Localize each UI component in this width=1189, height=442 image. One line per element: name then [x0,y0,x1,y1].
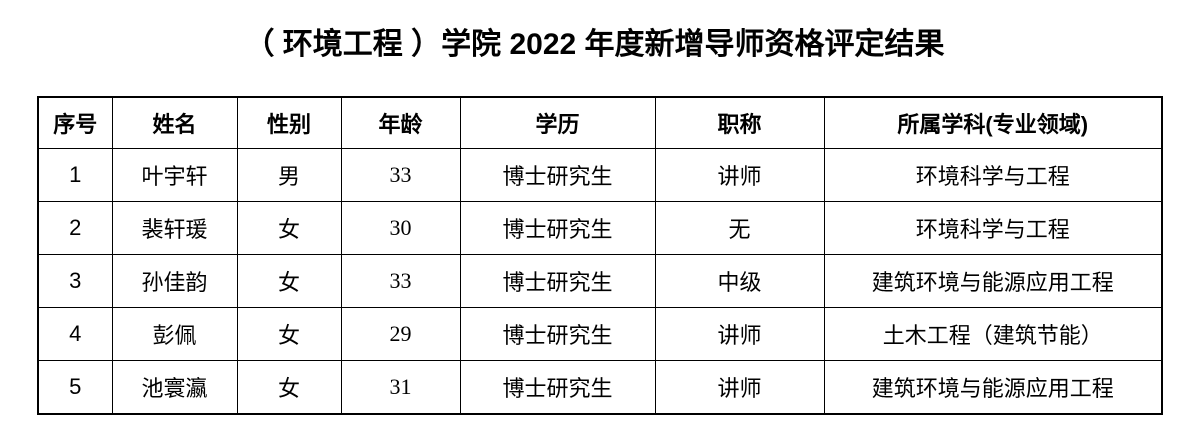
cell-name: 孙佳韵 [111,254,238,308]
header-cell-name: 姓名 [111,96,238,149]
cell-discipline: 环境科学与工程 [823,148,1163,202]
cell-name: 叶宇轩 [111,148,238,202]
table-row: 3 孙佳韵 女 33 博士研究生 中级 建筑环境与能源应用工程 [37,254,1163,308]
cell-title: 讲师 [654,307,825,361]
cell-discipline: 建筑环境与能源应用工程 [823,254,1163,308]
header-cell-gender: 性别 [236,96,342,149]
page-title: （ 环境工程 ）学院 2022 年度新增导师资格评定结果 [244,28,945,61]
cell-education: 博士研究生 [459,201,656,255]
cell-gender: 女 [236,201,342,255]
cell-education: 博士研究生 [459,307,656,361]
cell-index: 3 [37,254,113,308]
cell-education: 博士研究生 [459,360,656,415]
cell-gender: 男 [236,148,342,202]
cell-title: 无 [654,201,825,255]
cell-name: 池寰瀛 [111,360,238,415]
header-cell-index: 序号 [37,96,113,149]
results-table: 序号 姓名 性别 年龄 学历 职称 所属学科(专业领域) 1 叶宇轩 男 33 … [37,96,1163,415]
table-header-row: 序号 姓名 性别 年龄 学历 职称 所属学科(专业领域) [37,96,1163,149]
cell-index: 4 [37,307,113,361]
cell-age: 29 [340,307,461,361]
cell-title: 中级 [654,254,825,308]
table-row: 5 池寰瀛 女 31 博士研究生 讲师 建筑环境与能源应用工程 [37,360,1163,415]
cell-age: 31 [340,360,461,415]
cell-index: 1 [37,148,113,202]
cell-gender: 女 [236,254,342,308]
cell-name: 裴轩瑗 [111,201,238,255]
cell-index: 2 [37,201,113,255]
table-row: 2 裴轩瑗 女 30 博士研究生 无 环境科学与工程 [37,201,1163,255]
cell-title: 讲师 [654,148,825,202]
cell-discipline: 环境科学与工程 [823,201,1163,255]
cell-gender: 女 [236,307,342,361]
cell-age: 33 [340,254,461,308]
cell-age: 30 [340,201,461,255]
header-cell-discipline: 所属学科(专业领域) [823,96,1163,149]
table-row: 4 彭佩 女 29 博士研究生 讲师 土木工程（建筑节能） [37,307,1163,361]
cell-gender: 女 [236,360,342,415]
header-cell-age: 年龄 [340,96,461,149]
header-cell-title: 职称 [654,96,825,149]
cell-title: 讲师 [654,360,825,415]
header-cell-education: 学历 [459,96,656,149]
cell-age: 33 [340,148,461,202]
table-row: 1 叶宇轩 男 33 博士研究生 讲师 环境科学与工程 [37,148,1163,202]
cell-education: 博士研究生 [459,148,656,202]
cell-name: 彭佩 [111,307,238,361]
cell-index: 5 [37,360,113,415]
cell-discipline: 土木工程（建筑节能） [823,307,1163,361]
cell-education: 博士研究生 [459,254,656,308]
cell-discipline: 建筑环境与能源应用工程 [823,360,1163,415]
